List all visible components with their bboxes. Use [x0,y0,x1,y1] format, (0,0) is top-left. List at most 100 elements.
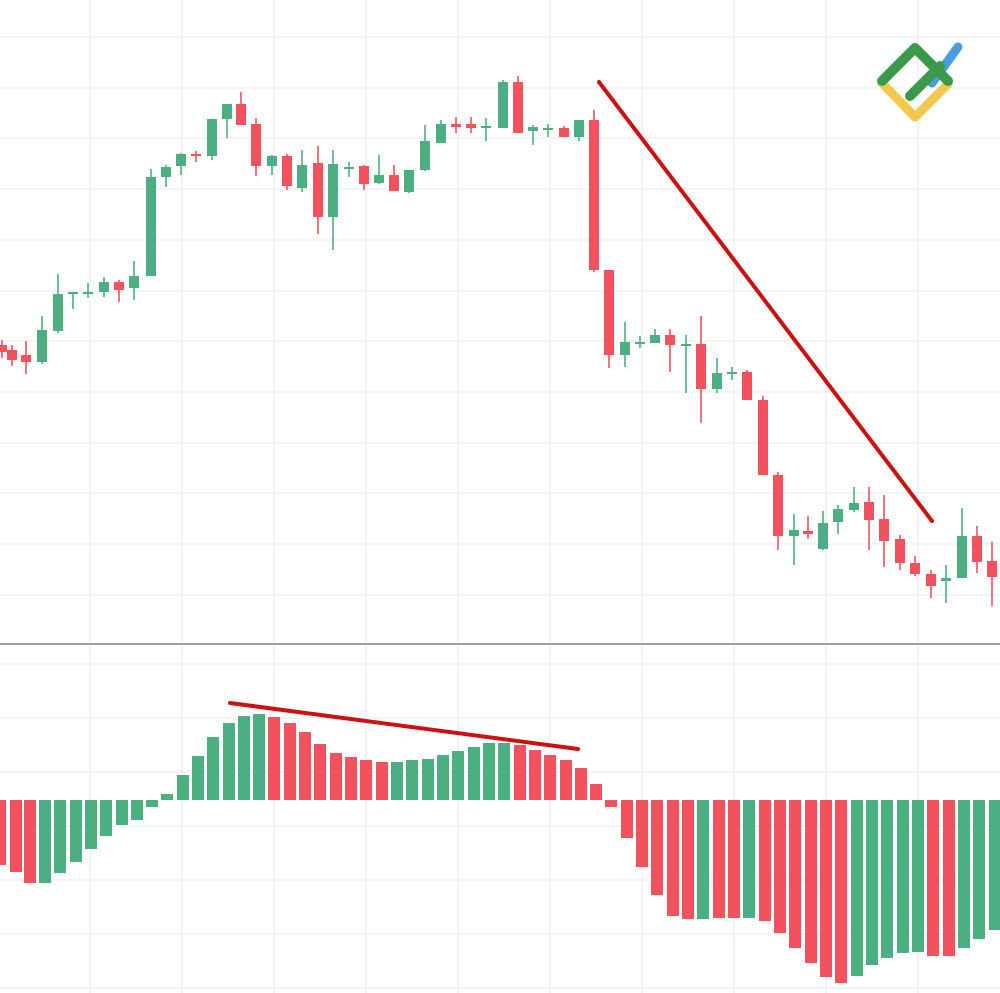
histogram-bar-up[interactable] [391,762,403,800]
histogram-bar-up[interactable] [483,743,495,800]
histogram-bar-down[interactable] [0,800,6,865]
histogram-bar-down[interactable] [284,723,296,800]
histogram-bar-down[interactable] [774,800,786,933]
candle-up[interactable] [53,274,63,333]
candle-up[interactable] [374,155,384,184]
histogram-bar-down[interactable] [376,762,388,800]
histogram-bar-down[interactable] [759,800,771,921]
candle-up[interactable] [941,565,951,603]
histogram-bar-up[interactable] [973,800,985,939]
histogram-bar-up[interactable] [223,723,235,800]
histogram-bar-down[interactable] [805,800,817,963]
candle-down[interactable] [389,165,399,191]
histogram-bar-down[interactable] [667,800,679,916]
candle-up[interactable] [161,165,171,187]
histogram-bar-up[interactable] [958,800,970,948]
histogram-bar-up[interactable] [146,800,158,807]
histogram-bar-up[interactable] [238,716,250,800]
candle-down[interactable] [451,117,461,133]
histogram-bar-up[interactable] [207,737,219,800]
histogram-bar-up[interactable] [851,800,863,976]
candle-up[interactable] [37,316,47,364]
histogram-bar-up[interactable] [192,756,204,800]
histogram-bar-up[interactable] [743,800,755,918]
candle-up[interactable] [498,80,508,128]
candle-up[interactable] [146,169,156,276]
histogram-bar-down[interactable] [330,753,342,800]
histogram-bar-up[interactable] [70,800,82,862]
histogram-bar-down[interactable] [590,784,602,800]
candle-up[interactable] [129,261,139,300]
histogram-bar-down[interactable] [575,768,587,800]
candle-up[interactable] [620,322,630,367]
histogram-bar-up[interactable] [437,755,449,800]
candle-down[interactable] [513,76,523,133]
histogram-bar-up[interactable] [177,775,189,800]
histogram-bar-down[interactable] [621,800,633,838]
candle-up[interactable] [344,162,354,177]
histogram-bar-down[interactable] [651,800,663,895]
histogram-bar-down[interactable] [268,717,280,800]
candle-down[interactable] [191,151,201,162]
candle-up[interactable] [543,124,553,137]
candle-down[interactable] [236,92,246,125]
candle-up[interactable] [789,514,799,565]
candle-down[interactable] [21,341,31,374]
histogram-bar-down[interactable] [820,800,832,977]
histogram-bar-up[interactable] [116,800,128,825]
candle-down[interactable] [313,146,323,234]
histogram-bar-down[interactable] [514,745,526,800]
histogram-bar-up[interactable] [989,800,1000,930]
histogram-bar-up[interactable] [422,759,434,800]
histogram-bar-up[interactable] [161,794,173,800]
candle-down[interactable] [696,316,706,423]
candle-up[interactable] [222,104,232,138]
histogram-bar-down[interactable] [345,757,357,800]
candle-down[interactable] [114,280,124,302]
histogram-bar-down[interactable] [835,800,847,983]
candle-up[interactable] [574,120,584,141]
candle-up[interactable] [635,336,645,348]
candle-down[interactable] [7,345,17,366]
histogram-bar-down[interactable] [529,750,541,800]
histogram-bar-up[interactable] [866,800,878,965]
candle-up[interactable] [176,153,186,175]
histogram-bar-up[interactable] [897,800,909,953]
candle-up[interactable] [420,125,430,171]
histogram-bar-up[interactable] [697,800,709,919]
candle-up[interactable] [99,277,109,297]
histogram-bar-up[interactable] [131,800,143,820]
candle-up[interactable] [957,508,967,578]
candle-up[interactable] [436,120,446,143]
candle-up[interactable] [712,358,722,393]
candle-up[interactable] [83,283,93,298]
histogram-bar-up[interactable] [54,800,66,873]
histogram-bar-down[interactable] [789,800,801,948]
candle-up[interactable] [404,170,414,193]
candle-up[interactable] [818,511,828,550]
histogram-bar-up[interactable] [100,800,112,836]
histogram-bar-up[interactable] [912,800,924,952]
candle-down[interactable] [251,118,261,176]
histogram-bar-up[interactable] [253,714,265,800]
candle-down[interactable] [803,516,813,539]
histogram-bar-up[interactable] [498,743,510,800]
candle-down[interactable] [910,556,920,576]
histogram-bar-up[interactable] [468,747,480,800]
candle-down[interactable] [359,165,369,190]
candle-up[interactable] [650,329,660,343]
panel-separator[interactable] [0,643,1000,645]
histogram-bar-down[interactable] [544,755,556,800]
candle-down[interactable] [742,370,752,400]
histogram-bar-up[interactable] [881,800,893,958]
candle-down[interactable] [0,340,7,358]
candle-up[interactable] [528,125,538,145]
candle-up[interactable] [297,150,307,192]
candle-down[interactable] [773,472,783,550]
candle-down[interactable] [895,535,905,570]
histogram-bar-up[interactable] [85,800,97,849]
histogram-bar-down[interactable] [10,800,22,872]
histogram-bar-down[interactable] [636,800,648,867]
histogram-bar-down[interactable] [314,744,326,800]
histogram-bar-down[interactable] [728,800,740,918]
